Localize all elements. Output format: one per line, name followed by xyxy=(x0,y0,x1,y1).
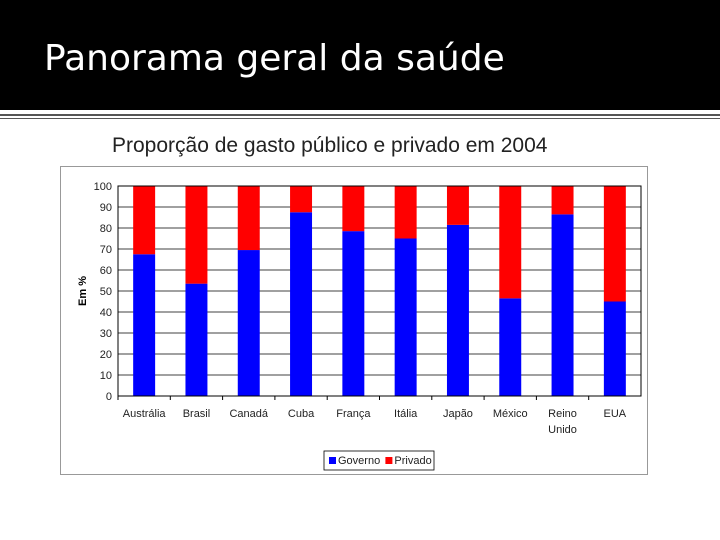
bar-segment-governo xyxy=(290,212,313,396)
legend-swatch xyxy=(329,457,336,464)
bar-segment-governo xyxy=(499,298,522,396)
bar-segment-governo xyxy=(551,214,574,396)
stacked-bar-chart: 0 10 20 30 40 50 60 70 80 90 100 Austrália Brasil Can… xyxy=(77,181,642,471)
bar-segment-privado xyxy=(499,186,522,299)
bar-segment-governo xyxy=(185,283,208,396)
y-tick-label: 0 xyxy=(106,391,112,403)
bar-segment-governo xyxy=(237,250,260,396)
x-tick-label: EUA xyxy=(604,408,627,420)
y-tick-label: 10 xyxy=(100,370,112,382)
x-tick-label: Itália xyxy=(394,408,418,420)
bar-segment-privado xyxy=(290,186,313,213)
x-tick-label: Japão xyxy=(443,408,473,420)
x-tick-label: Reino Unido xyxy=(548,408,577,436)
y-tick-label: 80 xyxy=(100,223,112,235)
y-tick-label: 70 xyxy=(100,244,112,256)
chart-title: Proporção de gasto público e privado em … xyxy=(112,134,548,157)
y-tick-label: 20 xyxy=(100,349,112,361)
slide-title: Panorama geral da saúde xyxy=(44,38,505,79)
bar-segment-privado xyxy=(446,186,469,225)
legend: Governo Privado xyxy=(323,450,435,471)
header-divider-thin xyxy=(0,118,720,119)
x-tick-label: Cuba xyxy=(288,408,315,420)
legend-box xyxy=(323,450,435,471)
bar-segment-governo xyxy=(342,231,365,396)
x-tick-label: Austrália xyxy=(123,408,167,420)
bar-segment-governo xyxy=(603,301,626,396)
bar-segment-privado xyxy=(185,186,208,284)
bar-segment-privado xyxy=(551,186,574,215)
y-tick-label: 40 xyxy=(100,307,112,319)
bar-segment-privado xyxy=(394,186,417,239)
y-tick-label: 90 xyxy=(100,202,112,214)
legend-label: Governo xyxy=(338,455,380,467)
header-divider xyxy=(0,114,720,116)
bars xyxy=(133,186,626,396)
x-tick-label: Canadá xyxy=(229,408,268,420)
y-tick-label: 30 xyxy=(100,328,112,340)
y-tick-label: 100 xyxy=(94,181,112,193)
bar-segment-privado xyxy=(342,186,365,232)
bar-segment-governo xyxy=(133,254,156,396)
bar-segment-privado xyxy=(237,186,260,251)
axes: 0 10 20 30 40 50 60 70 80 90 100 Austrália Brasil Can… xyxy=(94,181,642,436)
legend-label: Privado xyxy=(394,455,431,467)
slide-header: Panorama geral da saúde xyxy=(0,0,720,110)
x-tick-label: França xyxy=(336,408,371,420)
bar-segment-governo xyxy=(446,224,469,396)
bar-segment-privado xyxy=(603,186,626,302)
y-axis-label: Em % xyxy=(77,276,89,306)
y-tick-label: 50 xyxy=(100,286,112,298)
y-tick-label: 60 xyxy=(100,265,112,277)
x-tick-label: México xyxy=(493,408,528,420)
x-tick-label: Brasil xyxy=(183,408,211,420)
legend-swatch xyxy=(385,457,393,464)
bar-segment-governo xyxy=(394,238,417,396)
bar-segment-privado xyxy=(133,186,156,255)
